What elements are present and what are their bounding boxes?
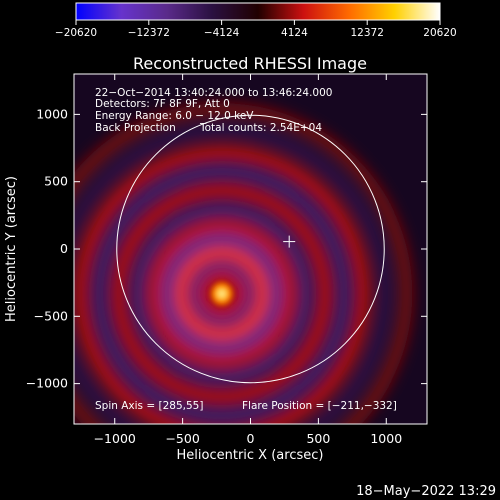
x-axis-label: Heliocentric X (arcsec) (177, 448, 324, 463)
ring (199, 270, 245, 317)
ring (74, 146, 370, 424)
chart-title: Reconstructed RHESSI Image (133, 54, 367, 73)
annotation-counts: Total counts: 2.54E+04 (199, 122, 322, 134)
x-tick-label: −500 (165, 431, 199, 446)
colorbar-tick-label: 20620 (423, 27, 456, 39)
ring (174, 246, 270, 341)
spin-axis-label: Spin Axis = [285,55] (95, 400, 203, 412)
flare-kernel (209, 280, 235, 307)
spin-axis-marker (283, 235, 296, 248)
y-tick-label: 500 (44, 174, 68, 189)
colorbar-tick-label: −20620 (55, 27, 97, 39)
flare-source (209, 280, 235, 307)
colorbar-tick-label: 12372 (350, 27, 383, 39)
x-tick-label: 0 (247, 431, 255, 446)
annotation-time: 22−Oct−2014 13:40:24.000 to 13:46:24.000 (95, 87, 332, 99)
annotation-detectors: Detectors: 7F 8F 9F, Att 0 (95, 98, 230, 110)
ring (112, 184, 332, 404)
x-tick-label: −1000 (94, 431, 136, 446)
ring (131, 203, 313, 385)
annotation-energy: Energy Range: 6.0 − 12.0 keV (95, 110, 254, 122)
solar-limb (116, 114, 385, 384)
annotation-method: Back Projection (95, 122, 176, 134)
ring (74, 124, 392, 424)
x-axis-ticks: −1000 −500 0 500 1000 (94, 74, 402, 446)
ring (147, 219, 297, 369)
colorbar-tick-label: 4124 (281, 27, 308, 39)
colorbar (75, 2, 441, 21)
ring (93, 165, 351, 423)
x-tick-label: 500 (306, 431, 330, 446)
colorbar-tick-label: −12372 (128, 27, 170, 39)
x-tick-label: 1000 (370, 431, 402, 446)
ring (186, 258, 257, 329)
colorbar-tick-label: −4124 (204, 27, 240, 39)
annotations: 22−Oct−2014 13:40:24.000 to 13:46:24.000… (95, 87, 397, 412)
timestamp: 18−May−2022 13:29 (356, 484, 496, 499)
y-tick-label: −500 (34, 308, 68, 323)
y-tick-label: 0 (60, 241, 68, 256)
y-axis-ticks: −1000 −500 0 500 1000 (26, 106, 427, 391)
flare-position-label: Flare Position = [−211,−332] (242, 400, 397, 412)
y-axis-label: Heliocentric Y (arcsec) (4, 176, 19, 322)
colorbar-ticks: −20620 −12372 −4124 4124 12372 20620 (55, 20, 457, 39)
ring (161, 232, 283, 355)
ring (74, 102, 413, 424)
y-tick-label: 1000 (36, 106, 68, 121)
y-tick-label: −1000 (26, 376, 68, 391)
ring-pattern (74, 102, 413, 424)
